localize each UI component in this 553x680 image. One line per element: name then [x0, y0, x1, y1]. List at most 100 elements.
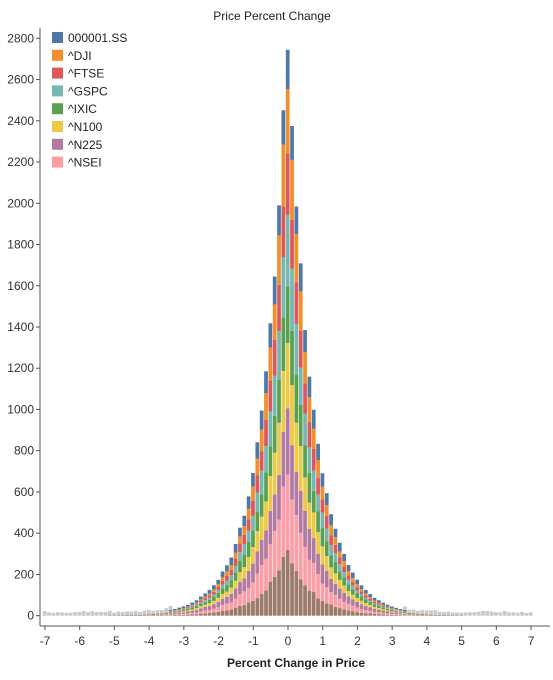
y-tick-label: 0: [27, 609, 34, 623]
histogram-bar-segment: [324, 603, 329, 616]
histogram-tail-bar: [86, 612, 90, 616]
histogram-bar-segment: [316, 494, 320, 512]
histogram-bar-segment: [238, 560, 242, 573]
histogram-bar-segment: [355, 612, 360, 616]
histogram-bar-segment: [350, 581, 355, 586]
histogram-bar-segment: [264, 590, 268, 616]
histogram-bar-segment: [194, 608, 199, 610]
histogram-bar-segment: [403, 615, 407, 616]
y-tick-label: 200: [14, 567, 34, 581]
histogram-bar-segment: [186, 607, 190, 609]
histogram-bar-segment: [372, 597, 377, 601]
histogram-bar-segment: [290, 330, 294, 386]
histogram-bar-segment: [303, 383, 307, 414]
histogram-bar-segment: [376, 614, 381, 616]
histogram-tail-bar: [429, 610, 433, 615]
histogram-bar-segment: [355, 590, 360, 594]
histogram-bar-segment: [372, 613, 377, 616]
histogram-bar-segment: [242, 543, 247, 555]
histogram-bar-segment: [272, 530, 277, 577]
histogram-tail-bar: [146, 609, 151, 615]
histogram-bar-segment: [403, 614, 407, 616]
histogram-bar-segment: [394, 611, 399, 613]
histogram-bar-segment: [246, 557, 251, 571]
histogram-bar-segment: [246, 530, 251, 542]
histogram-bar-segment: [342, 601, 346, 610]
histogram-bar-segment: [363, 613, 368, 616]
histogram-bar-segment: [264, 371, 268, 394]
histogram-bar-segment: [177, 612, 182, 614]
histogram-bar-segment: [311, 490, 316, 513]
y-tick-label: 1400: [7, 320, 34, 334]
histogram-bar-segment: [390, 614, 394, 616]
histogram-bar-segment: [229, 565, 234, 570]
histogram-bar-segment: [324, 541, 329, 557]
histogram-bar-segment: [359, 612, 364, 616]
histogram-bar-segment: [272, 304, 277, 340]
histogram-bar-segment: [186, 613, 190, 615]
histogram-bar-segment: [246, 519, 251, 531]
histogram-bar-segment: [372, 606, 377, 609]
histogram-tail-bar: [90, 611, 95, 616]
histogram-bar-segment: [394, 607, 399, 610]
legend-entry: ^DJI: [68, 49, 92, 63]
histogram-bar-segment: [342, 585, 346, 593]
histogram-tail-bar: [498, 612, 503, 616]
histogram-bar-segment: [238, 605, 242, 616]
histogram-bar-segment: [212, 585, 216, 590]
histogram-bar-segment: [307, 559, 312, 591]
histogram-bar-segment: [229, 609, 234, 616]
histogram-bar-segment: [238, 594, 242, 606]
histogram-tail-bar: [47, 612, 51, 616]
histogram-bar-segment: [316, 459, 320, 478]
legend-entry: ^IXIC: [68, 102, 97, 116]
histogram-bar-segment: [194, 609, 199, 613]
histogram-bar-segment: [281, 431, 286, 487]
histogram-bar-segment: [350, 589, 355, 595]
histogram-bar-segment: [212, 600, 216, 605]
histogram-bar-segment: [355, 579, 360, 585]
histogram-bar-segment: [268, 511, 273, 545]
histogram-bar-segment: [407, 612, 412, 614]
x-tick-label: 0: [285, 634, 292, 648]
histogram-tail-bar: [511, 612, 516, 616]
histogram-bar-segment: [251, 500, 255, 516]
histogram-bar-segment: [298, 263, 303, 292]
histogram-tail-bar: [94, 612, 99, 616]
histogram-bar-segment: [255, 530, 260, 552]
histogram-bar-segment: [172, 612, 177, 614]
histogram-bar-segment: [346, 565, 351, 572]
histogram-bar-segment: [164, 612, 169, 614]
histogram-tail-bar: [424, 610, 429, 615]
histogram-bar-segment: [259, 410, 264, 430]
histogram-bar-segment: [294, 375, 299, 423]
histogram-bar-segment: [259, 451, 264, 471]
histogram-bar-segment: [311, 470, 316, 491]
histogram-tail-bar: [502, 611, 507, 616]
histogram-bar-segment: [381, 604, 386, 606]
histogram-bar-segment: [259, 429, 264, 452]
x-tick-label: -5: [109, 634, 120, 648]
histogram-bar-segment: [372, 603, 377, 605]
histogram-bar-segment: [216, 586, 221, 591]
histogram-tail-bar: [133, 610, 138, 616]
histogram-tail-bar: [168, 606, 173, 610]
histogram-bar-segment: [277, 519, 281, 571]
histogram-bar-segment: [199, 600, 203, 603]
histogram-bar-segment: [320, 473, 325, 487]
histogram-bar-segment: [194, 612, 199, 615]
histogram-bar-segment: [251, 472, 255, 487]
histogram-bar-segment: [350, 605, 355, 612]
histogram-bar-segment: [337, 598, 342, 609]
histogram-bar-segment: [307, 376, 312, 398]
histogram-bar-segment: [355, 597, 360, 602]
x-tick-label: -4: [144, 634, 155, 648]
histogram-tail-bar: [116, 611, 121, 616]
histogram-bar-segment: [390, 608, 394, 609]
histogram-bar-segment: [268, 347, 273, 381]
histogram-bar-segment: [337, 588, 342, 599]
x-tick-label: 3: [389, 634, 396, 648]
histogram-bar-segment: [246, 587, 251, 603]
histogram-bar-segment: [337, 579, 342, 589]
histogram-bar-segment: [342, 592, 346, 602]
